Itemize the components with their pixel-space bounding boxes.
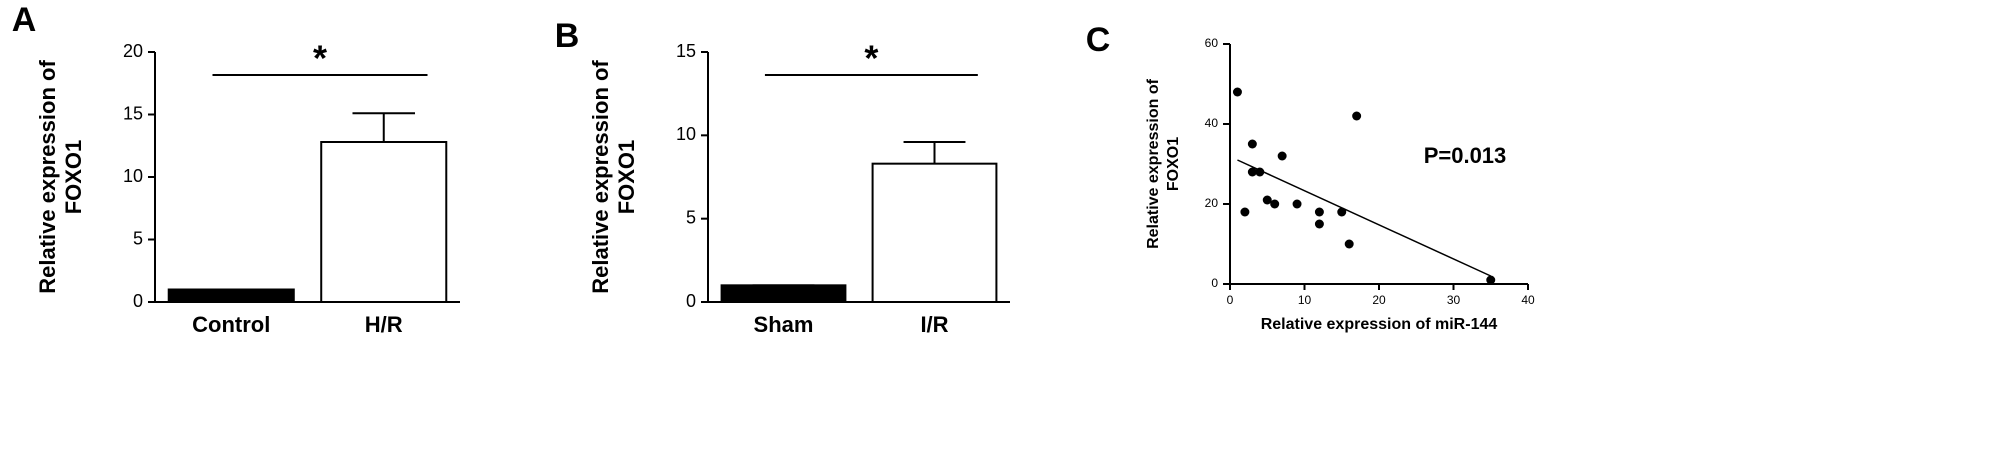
point bbox=[1292, 199, 1302, 209]
panel-label: C bbox=[1086, 21, 1111, 59]
point bbox=[1247, 167, 1257, 177]
p-value: P=0.013 bbox=[1424, 143, 1507, 168]
y-tick-label: 10 bbox=[676, 124, 696, 144]
point bbox=[1247, 139, 1257, 149]
x-tick-label: 10 bbox=[1298, 293, 1312, 307]
y-tick-label: 20 bbox=[1205, 196, 1219, 210]
panel-label: A bbox=[12, 1, 37, 39]
y-tick-label: 0 bbox=[686, 291, 696, 311]
point bbox=[1262, 195, 1272, 205]
point bbox=[1344, 239, 1354, 249]
point bbox=[1232, 87, 1242, 97]
y-tick-label: 15 bbox=[123, 103, 143, 123]
x-tick-label: 30 bbox=[1447, 293, 1461, 307]
x-tick-label: 20 bbox=[1372, 293, 1386, 307]
point bbox=[1255, 167, 1265, 177]
point bbox=[1352, 111, 1362, 121]
y-tick-label: 5 bbox=[133, 228, 143, 248]
y-tick-label: 60 bbox=[1205, 36, 1219, 50]
y-axis-label: FOXO1 bbox=[61, 140, 86, 215]
x-tick-label: 40 bbox=[1521, 293, 1535, 307]
point bbox=[1314, 207, 1324, 217]
y-tick-label: 10 bbox=[123, 166, 143, 186]
panel-label: B bbox=[555, 17, 580, 55]
x-tick-label: Control bbox=[192, 312, 270, 337]
bar bbox=[167, 288, 295, 303]
y-axis-label: FOXO1 bbox=[614, 140, 639, 215]
y-tick-label: 0 bbox=[1211, 276, 1218, 290]
significance-mark: * bbox=[864, 38, 878, 79]
trend-line bbox=[1237, 159, 1492, 277]
y-axis-label: Relative expression of bbox=[35, 60, 60, 294]
point bbox=[1270, 199, 1280, 209]
y-tick-label: 40 bbox=[1205, 116, 1219, 130]
bar bbox=[720, 284, 847, 304]
y-tick-label: 20 bbox=[123, 41, 143, 61]
point bbox=[1240, 207, 1250, 217]
point bbox=[1277, 151, 1287, 161]
y-tick-label: 5 bbox=[686, 207, 696, 227]
significance-mark: * bbox=[313, 38, 327, 79]
bar bbox=[320, 141, 448, 303]
y-axis-label: FOXO1 bbox=[1165, 137, 1182, 191]
x-axis-label: Relative expression of miR-144 bbox=[1261, 316, 1498, 333]
point bbox=[1486, 275, 1496, 285]
point bbox=[1337, 207, 1347, 217]
point bbox=[1314, 219, 1324, 229]
x-tick-label: 0 bbox=[1227, 293, 1234, 307]
x-tick-label: I/R bbox=[920, 312, 948, 337]
bar bbox=[871, 162, 998, 303]
x-tick-label: H/R bbox=[365, 312, 403, 337]
y-axis-label: Relative expression of bbox=[1145, 78, 1162, 249]
y-axis-label: Relative expression of bbox=[588, 60, 613, 294]
y-tick-label: 0 bbox=[133, 291, 143, 311]
x-tick-label: Sham bbox=[754, 312, 814, 337]
y-tick-label: 15 bbox=[676, 41, 696, 61]
